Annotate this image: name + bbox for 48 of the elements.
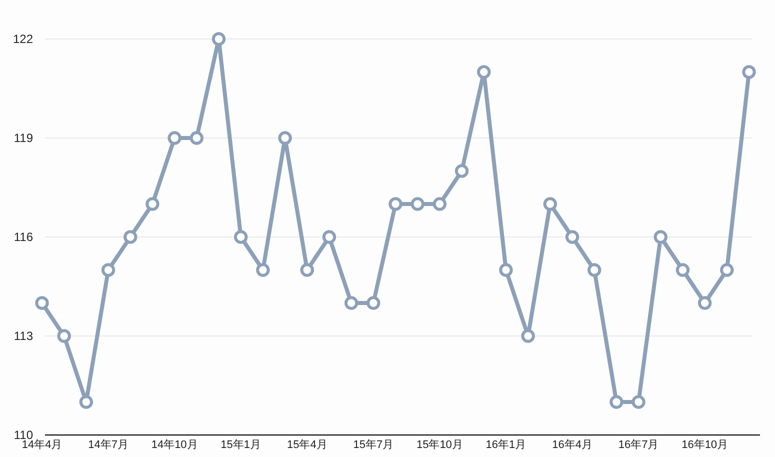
point (565, 230, 580, 244)
x-tick-label: 16年7月 (618, 438, 659, 451)
point (234, 230, 248, 244)
point (654, 230, 668, 244)
point (146, 197, 160, 211)
x-tick-label: 15年7月 (353, 438, 394, 451)
point (477, 65, 491, 79)
point (388, 197, 402, 211)
point (587, 263, 602, 277)
point (521, 329, 535, 343)
x-tick-label: 15年1月 (220, 438, 262, 451)
point (698, 296, 712, 310)
point (432, 197, 447, 211)
point (410, 197, 424, 211)
x-tick-label: 16年4月 (552, 438, 592, 451)
point (676, 263, 690, 277)
point (720, 263, 734, 277)
point (124, 230, 138, 244)
point (366, 296, 380, 310)
point (632, 395, 646, 409)
point (322, 230, 336, 244)
point (57, 329, 71, 343)
point (35, 296, 49, 310)
y-tick-label: 122 (12, 32, 34, 46)
point (256, 263, 270, 277)
point (543, 197, 558, 211)
point (101, 263, 116, 277)
x-tick-label: 14年7月 (88, 438, 128, 451)
y-tick-label: 116 (14, 230, 34, 244)
point (190, 131, 204, 145)
point (454, 164, 469, 178)
point (168, 131, 182, 145)
point (300, 263, 314, 277)
point (344, 296, 358, 310)
x-tick-label: 15年4月 (286, 438, 328, 451)
y-tick-label: 119 (14, 130, 34, 145)
x-tick-label: 16年10月 (682, 438, 728, 451)
point (742, 65, 756, 79)
x-tick-label: 16年1月 (486, 438, 526, 451)
point (610, 395, 624, 409)
point (278, 131, 292, 145)
y-tick-label: 113 (14, 328, 34, 343)
point (212, 32, 226, 46)
x-tick-label: 14年4月 (22, 438, 62, 451)
point (79, 395, 94, 409)
x-tick-label: 14年10月 (151, 438, 198, 451)
x-tick-label: 15年10月 (416, 438, 463, 451)
point (499, 263, 513, 277)
